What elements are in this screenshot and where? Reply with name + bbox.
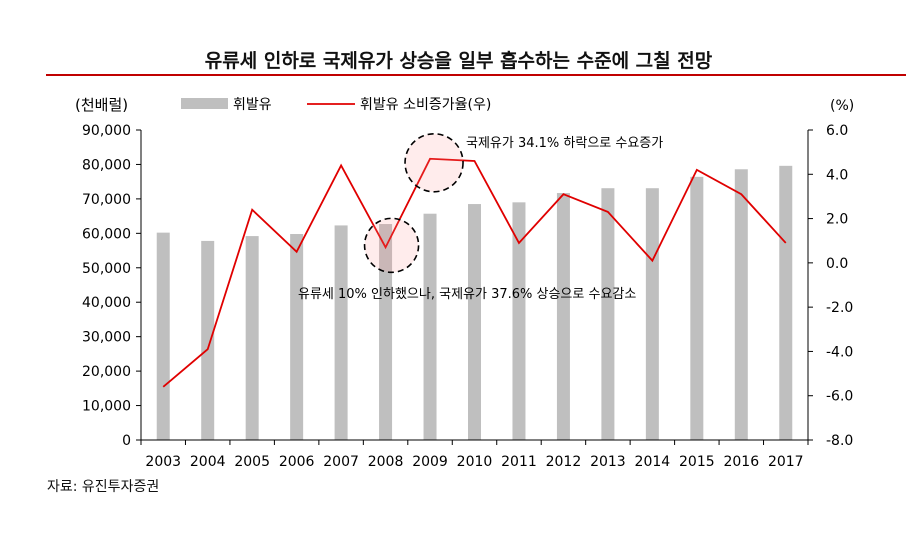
x-tick-label: 2007 bbox=[323, 454, 359, 470]
x-tick-label: 2003 bbox=[145, 454, 181, 470]
bar bbox=[334, 225, 348, 440]
legend-line-label: 휘발유 소비증가율(우) bbox=[360, 97, 491, 113]
legend-bar-swatch bbox=[181, 98, 228, 109]
bar bbox=[423, 213, 437, 440]
x-tick-label: 2010 bbox=[457, 454, 493, 470]
left-tick-label: 40,000 bbox=[82, 295, 131, 311]
bar bbox=[779, 165, 793, 441]
annotation-circle bbox=[363, 217, 420, 274]
left-tick-label: 60,000 bbox=[82, 226, 131, 242]
annotation-text: 국제유가 34.1% 하락으로 수요증가 bbox=[466, 136, 663, 151]
right-tick-label: 4.0 bbox=[826, 167, 848, 183]
left-tick-label: 80,000 bbox=[82, 157, 131, 173]
x-tick-label: 2011 bbox=[501, 454, 537, 470]
right-tick-label: -8.0 bbox=[826, 433, 853, 449]
bar bbox=[734, 169, 748, 440]
left-tick-label: 20,000 bbox=[82, 364, 131, 380]
bar bbox=[690, 176, 704, 440]
right-tick-label: -2.0 bbox=[826, 300, 853, 316]
right-tick-label: 6.0 bbox=[826, 123, 848, 139]
annotation-text: 유류세 10% 인하했으나, 국제유가 37.6% 상승으로 수요감소 bbox=[298, 286, 636, 302]
annotation-circle bbox=[404, 132, 464, 193]
title-divider bbox=[46, 74, 906, 76]
left-tick-label: 10,000 bbox=[82, 399, 131, 415]
x-tick-label: 2008 bbox=[368, 454, 404, 470]
x-tick-label: 2004 bbox=[190, 454, 226, 470]
right-tick-label: -6.0 bbox=[826, 389, 853, 405]
left-axis-label: (천배럴) bbox=[75, 96, 128, 114]
bar bbox=[290, 234, 304, 440]
chart: 0 10,000 20,000 30,000 40,000 50,000 60,000 70,… bbox=[75, 96, 854, 470]
bar bbox=[201, 240, 215, 440]
bar bbox=[556, 193, 570, 440]
right-axis-label: (%) bbox=[830, 98, 854, 114]
right-tick-label: 0.0 bbox=[826, 256, 848, 272]
x-tick-label: 2005 bbox=[234, 454, 270, 470]
x-tick-label: 2015 bbox=[679, 454, 715, 470]
x-tick-label: 2013 bbox=[590, 454, 626, 470]
bar bbox=[512, 202, 526, 440]
left-tick-label: 0 bbox=[122, 433, 131, 449]
bar bbox=[468, 204, 481, 440]
bar bbox=[156, 232, 170, 440]
x-tick-label: 2006 bbox=[279, 454, 315, 470]
left-tick-label: 70,000 bbox=[82, 192, 131, 208]
x-tick-label: 2012 bbox=[546, 454, 582, 470]
left-tick-label: 50,000 bbox=[82, 261, 131, 277]
x-tick-label: 2017 bbox=[768, 454, 804, 470]
legend-bar-label: 휘발유 bbox=[233, 97, 272, 113]
bar bbox=[645, 188, 659, 440]
chart-title: 유류세 인하로 국제유가 상승을 일부 흡수하는 수준에 그칠 전망 bbox=[204, 50, 713, 72]
x-tick-label: 2016 bbox=[723, 454, 759, 470]
left-tick-label: 30,000 bbox=[82, 330, 131, 346]
bar bbox=[601, 188, 615, 440]
series-line bbox=[162, 157, 787, 388]
bar bbox=[245, 236, 259, 440]
right-tick-label: -4.0 bbox=[826, 344, 853, 360]
x-tick-label: 2009 bbox=[412, 454, 448, 470]
right-tick-label: 2.0 bbox=[826, 212, 848, 228]
left-tick-label: 90,000 bbox=[82, 123, 131, 139]
source-note: 자료: 유진투자증권 bbox=[47, 479, 160, 495]
x-tick-label: 2014 bbox=[635, 454, 671, 470]
bar bbox=[379, 224, 393, 440]
